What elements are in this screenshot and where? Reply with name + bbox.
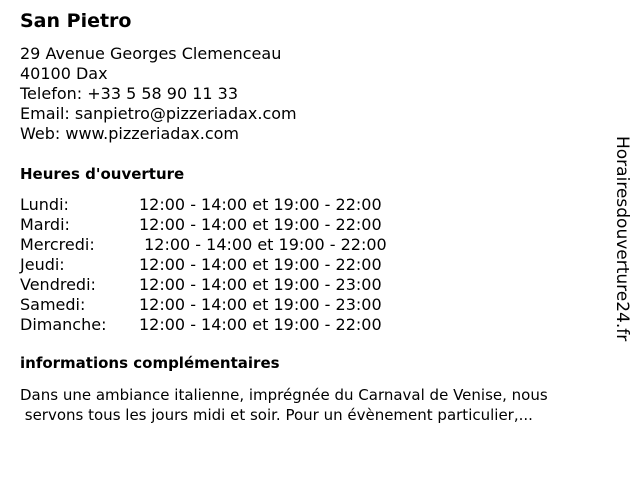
time: 12:00 - 14:00 et 19:00 - 22:00 [139,255,382,274]
hours-row: Mardi: 12:00 - 14:00 et 19:00 - 22:00 [20,215,387,235]
street: 29 Avenue Georges Clemenceau [20,44,282,63]
day: Mardi: [20,215,70,234]
hours-row: Lundi: 12:00 - 14:00 et 19:00 - 22:00 [20,195,387,215]
restaurant-name: San Pietro [20,10,132,32]
time: 12:00 - 14:00 et 19:00 - 22:00 [139,195,382,214]
info-text: Dans une ambiance italienne, imprégnée d… [20,385,640,425]
hours-table: Lundi: 12:00 - 14:00 et 19:00 - 22:00 Mar… [20,195,387,335]
city: 40100 Dax [20,64,108,83]
time: 12:00 - 14:00 et 19:00 - 23:00 [139,295,382,314]
time: 12:00 - 14:00 et 19:00 - 22:00 [139,315,382,334]
hours-row: Mercredi: 12:00 - 14:00 et 19:00 - 22:00 [20,235,387,255]
hours-row: Dimanche: 12:00 - 14:00 et 19:00 - 22:00 [20,315,387,335]
info-line: Dans une ambiance italienne, imprégnée d… [20,386,548,404]
hours-row: Jeudi: 12:00 - 14:00 et 19:00 - 22:00 [20,255,387,275]
hours-heading: Heures d'ouverture [20,165,185,183]
day: Lundi: [20,195,69,214]
day: Vendredi: [20,275,96,294]
address-block: 29 Avenue Georges Clemenceau 40100 Dax T… [20,44,297,144]
hours-row: Samedi: 12:00 - 14:00 et 19:00 - 23:00 [20,295,387,315]
time: 12:00 - 14:00 et 19:00 - 23:00 [139,275,382,294]
info-heading: informations complémentaires [20,354,280,372]
day: Samedi: [20,295,86,314]
time: 12:00 - 14:00 et 19:00 - 22:00 [139,215,382,234]
day: Jeudi: [20,255,65,274]
hours-row: Vendredi: 12:00 - 14:00 et 19:00 - 23:00 [20,275,387,295]
website: Web: www.pizzeriadax.com [20,124,239,143]
day: Mercredi: [20,235,95,254]
email: Email: sanpietro@pizzeriadax.com [20,104,297,123]
watermark: Horairesdouverture24.fr [612,136,632,342]
info-line: servons tous les jours midi et soir. Pou… [20,406,533,424]
phone: Telefon: +33 5 58 90 11 33 [20,84,239,103]
day: Dimanche: [20,315,107,334]
time: 12:00 - 14:00 et 19:00 - 22:00 [139,235,387,254]
